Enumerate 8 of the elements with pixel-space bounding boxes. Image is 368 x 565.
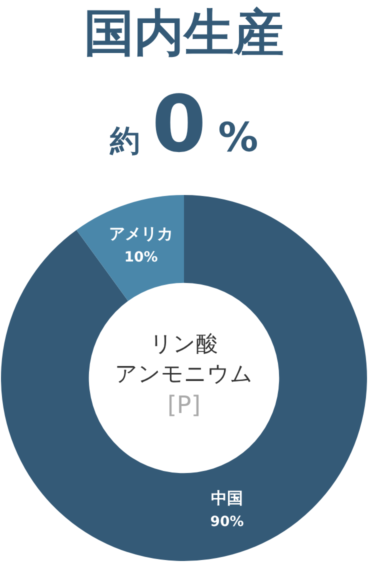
data-label: 90% — [210, 514, 244, 530]
text: アンモニウム — [114, 361, 254, 389]
chart-title: 国内生産 — [83, 3, 285, 64]
text: [P] — [166, 390, 202, 420]
data-label: 10% — [124, 249, 158, 266]
text: リン酸 — [149, 331, 219, 359]
slice-label: アメリカ — [109, 224, 174, 243]
slice-label: 中国 — [210, 488, 243, 508]
